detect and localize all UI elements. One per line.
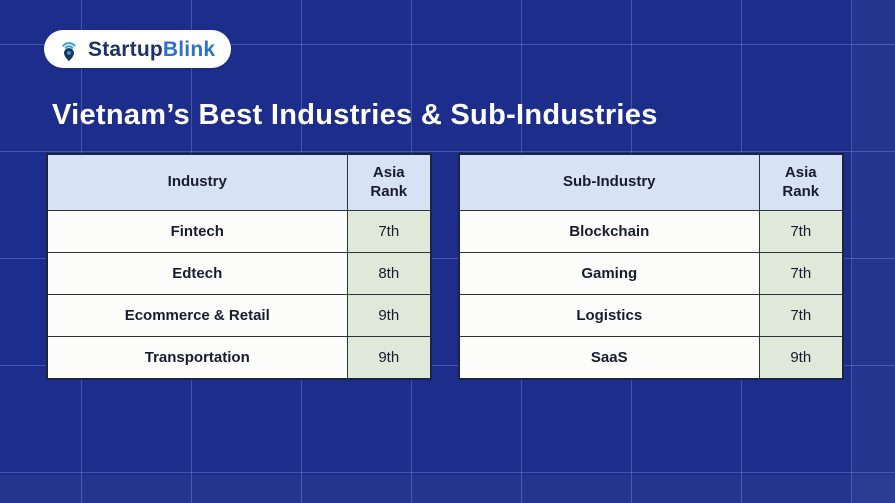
brand-startup-text: Startup bbox=[88, 37, 163, 61]
startupblink-logo[interactable]: StartupBlink bbox=[44, 30, 232, 68]
sub-industry-name-cell: Blockchain bbox=[458, 210, 760, 253]
asia-rank-cell: 7th bbox=[346, 210, 432, 253]
table-row: SaaS 9th bbox=[458, 336, 844, 380]
table-row: Ecommerce & Retail 9th bbox=[46, 294, 432, 337]
background-tile bbox=[0, 475, 895, 503]
table-header-row: Sub-Industry Asia Rank bbox=[458, 153, 844, 211]
location-pin-signal-icon bbox=[56, 36, 82, 62]
table-row: Gaming 7th bbox=[458, 252, 844, 295]
sub-industry-name-cell: SaaS bbox=[458, 336, 760, 380]
sub-industry-name-cell: Logistics bbox=[458, 294, 760, 337]
asia-rank-cell: 7th bbox=[758, 252, 844, 295]
table-header-row: Industry Asia Rank bbox=[46, 153, 432, 211]
sub-industry-name-cell: Gaming bbox=[458, 252, 760, 295]
table-row: Transportation 9th bbox=[46, 336, 432, 380]
asia-rank-cell: 7th bbox=[758, 210, 844, 253]
asia-rank-cell: 8th bbox=[346, 252, 432, 295]
table-row: Logistics 7th bbox=[458, 294, 844, 337]
industry-table: Industry Asia Rank Fintech 7th Edtech 8t… bbox=[46, 153, 432, 380]
industry-name-cell: Fintech bbox=[46, 210, 348, 253]
asia-rank-cell: 7th bbox=[758, 294, 844, 337]
sub-industry-column-header: Sub-Industry bbox=[458, 153, 760, 211]
page-title: Vietnam’s Best Industries & Sub-Industri… bbox=[52, 99, 658, 131]
asia-rank-cell: 9th bbox=[346, 336, 432, 380]
table-row: Edtech 8th bbox=[46, 252, 432, 295]
asia-rank-column-header: Asia Rank bbox=[758, 153, 844, 211]
asia-rank-column-header: Asia Rank bbox=[346, 153, 432, 211]
asia-rank-cell: 9th bbox=[346, 294, 432, 337]
brand-name: StartupBlink bbox=[88, 39, 215, 60]
table-row: Blockchain 7th bbox=[458, 210, 844, 253]
industry-name-cell: Ecommerce & Retail bbox=[46, 294, 348, 337]
asia-rank-cell: 9th bbox=[758, 336, 844, 380]
background-tile bbox=[852, 0, 895, 503]
industry-name-cell: Edtech bbox=[46, 252, 348, 295]
brand-blink-text: Blink bbox=[162, 37, 216, 61]
industry-name-cell: Transportation bbox=[46, 336, 348, 380]
industry-column-header: Industry bbox=[46, 153, 348, 211]
table-row: Fintech 7th bbox=[46, 210, 432, 253]
sub-industry-table: Sub-Industry Asia Rank Blockchain 7th Ga… bbox=[458, 153, 844, 380]
